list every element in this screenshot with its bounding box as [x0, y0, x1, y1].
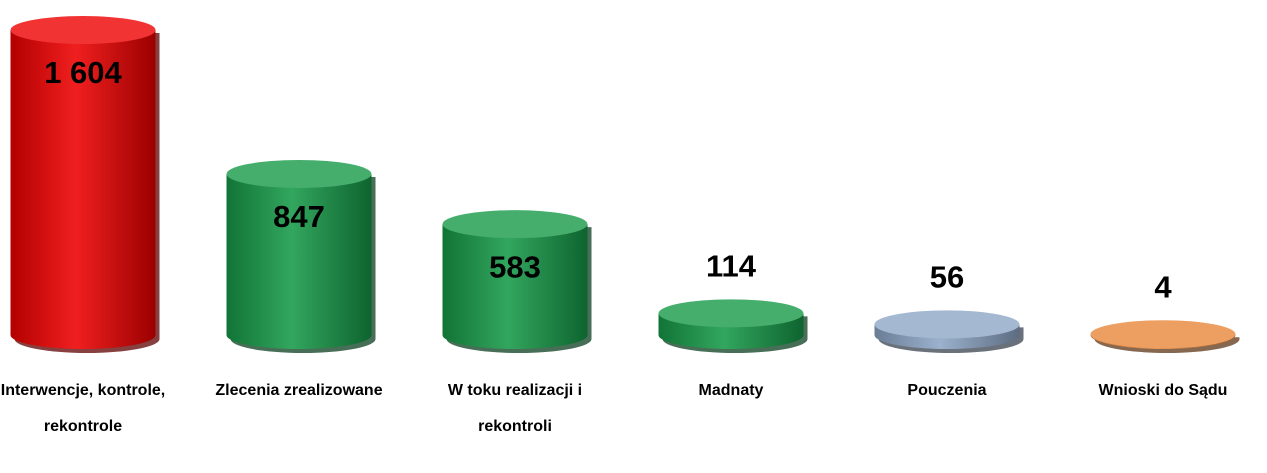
cylinder-body	[442, 224, 588, 349]
data-label: 114	[706, 249, 757, 284]
x-tick-label: Zlecenia zrealizowane	[215, 382, 383, 399]
cylinder-top	[874, 310, 1020, 339]
cylinder	[1090, 320, 1240, 353]
data-label: 4	[1154, 269, 1172, 304]
cylinder-top	[10, 16, 156, 44]
cylinder-top	[226, 159, 372, 188]
data-label: 583	[489, 249, 541, 284]
x-tick-label: Wnioski do Sądu	[1098, 382, 1228, 399]
cylinder-top	[1090, 320, 1236, 349]
data-label: 56	[930, 260, 964, 295]
x-tick-label: Interwencje, kontrole, rekontrole	[0, 382, 166, 435]
cylinder	[226, 159, 376, 353]
cylinder	[10, 16, 160, 353]
cylinder-top	[658, 299, 804, 328]
cylinder-top	[442, 210, 588, 239]
x-tick-label: Pouczenia	[907, 382, 987, 399]
data-label: 847	[273, 199, 325, 234]
x-tick-label: Madnaty	[698, 382, 764, 399]
cylinder	[658, 299, 808, 353]
x-tick-label: W toku realizacji i rekontroli	[447, 382, 583, 435]
cylinder	[442, 210, 592, 353]
data-label: 1 604	[44, 55, 122, 90]
cylinder-body	[10, 30, 156, 349]
cylinder-body	[226, 173, 372, 349]
cylinder	[874, 310, 1024, 353]
